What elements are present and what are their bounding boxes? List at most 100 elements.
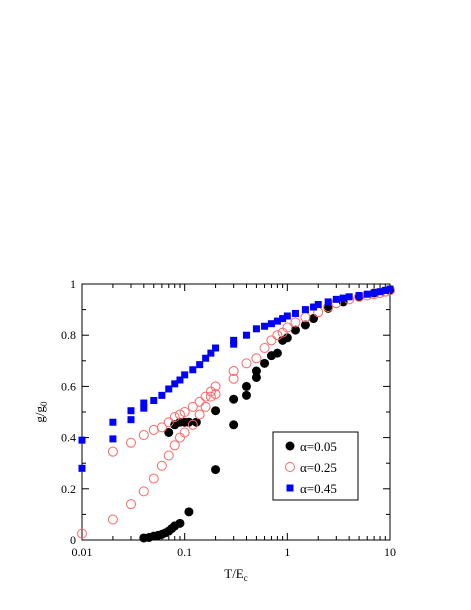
data-point — [228, 373, 239, 384]
data-point — [242, 331, 250, 339]
data-point — [189, 366, 197, 374]
data-point — [291, 309, 299, 317]
y-tick-label: 0.8 — [61, 328, 76, 342]
data-point — [194, 396, 205, 407]
data-point — [194, 409, 205, 420]
data-point — [138, 486, 149, 497]
data-point — [179, 427, 190, 438]
y-tick-label: 0.6 — [61, 379, 76, 393]
data-point — [109, 435, 117, 443]
legend-marker — [285, 441, 295, 451]
data-point — [210, 389, 221, 400]
x-axis-label-subscript: c — [244, 573, 248, 583]
data-point — [174, 432, 185, 443]
data-point — [355, 292, 363, 300]
data-point — [163, 417, 174, 428]
legend-label: α=0.45 — [300, 481, 337, 496]
y-tick-label: 1 — [70, 277, 76, 291]
data-point — [212, 344, 220, 352]
data-point — [339, 294, 347, 302]
data-point — [260, 358, 270, 368]
series-1 — [77, 285, 395, 539]
data-point — [109, 418, 117, 426]
data-point — [78, 464, 86, 472]
data-point — [150, 396, 158, 404]
legend: α=0.05 α=0.25 α=0.45 — [272, 431, 359, 501]
data-point — [184, 507, 194, 517]
data-point — [267, 320, 275, 328]
data-point — [310, 303, 318, 311]
x-tick-label: 0.1 — [177, 545, 192, 559]
data-point — [230, 340, 238, 348]
data-point — [181, 371, 189, 379]
legend-label: α=0.05 — [300, 439, 337, 454]
data-point — [202, 354, 210, 362]
data-point — [323, 303, 333, 313]
data-point — [171, 380, 179, 388]
data-point — [241, 381, 251, 391]
x-tick-label: 0.01 — [72, 545, 93, 559]
data-point — [251, 366, 261, 376]
data-point — [300, 312, 311, 323]
data-point — [127, 407, 135, 415]
data-point — [107, 446, 118, 457]
data-point — [164, 427, 174, 437]
data-point — [370, 289, 378, 297]
data-point — [314, 300, 322, 308]
legend-label: α=0.25 — [300, 460, 337, 475]
data-point — [148, 473, 159, 484]
data-point — [241, 390, 251, 400]
x-axis-label: T/Ec — [224, 566, 248, 583]
data-point — [187, 419, 198, 430]
data-point — [205, 391, 216, 402]
data-point — [125, 499, 136, 510]
data-point — [77, 528, 87, 539]
data-point — [363, 290, 371, 298]
data-point — [282, 322, 293, 333]
data-point — [200, 401, 211, 412]
data-point — [176, 376, 184, 384]
data-point — [261, 322, 269, 330]
data-point — [158, 391, 166, 399]
data-point — [163, 450, 174, 461]
data-point — [148, 424, 159, 435]
y-tick-label: 0.2 — [61, 482, 76, 496]
data-point — [332, 295, 340, 303]
y-tick-label: 0.4 — [61, 431, 76, 445]
data-point — [179, 407, 190, 417]
data-point — [169, 412, 180, 423]
y-axis-label-main: g/g — [32, 405, 47, 422]
data-point — [290, 325, 300, 335]
data-point — [272, 330, 283, 341]
data-point — [200, 391, 211, 402]
x-tick-label: 1 — [284, 545, 290, 559]
legend-marker — [286, 484, 294, 492]
legend-items: α=0.05 α=0.25 α=0.45 — [285, 439, 337, 496]
data-point — [127, 416, 135, 424]
data-point — [140, 404, 148, 412]
data-point — [211, 465, 221, 475]
data-point — [266, 335, 277, 346]
data-point — [229, 394, 239, 404]
x-tick-label: 10 — [384, 545, 396, 559]
data-point — [301, 306, 309, 314]
y-tick-label: 0 — [70, 533, 76, 547]
data-point — [78, 436, 86, 444]
data-point — [282, 333, 292, 343]
data-point — [251, 372, 261, 382]
x-axis-label-main: T/E — [224, 566, 244, 581]
data-point — [386, 285, 394, 293]
data-point — [107, 514, 118, 525]
data-point — [309, 314, 319, 324]
data-point — [138, 430, 149, 441]
data-point — [376, 288, 384, 296]
data-point — [290, 317, 301, 328]
data-point — [272, 348, 282, 358]
data-point — [229, 420, 239, 430]
data-point — [156, 460, 167, 471]
data-marks — [77, 285, 395, 543]
data-point — [228, 366, 239, 377]
data-point — [283, 312, 291, 320]
data-point — [207, 349, 215, 357]
